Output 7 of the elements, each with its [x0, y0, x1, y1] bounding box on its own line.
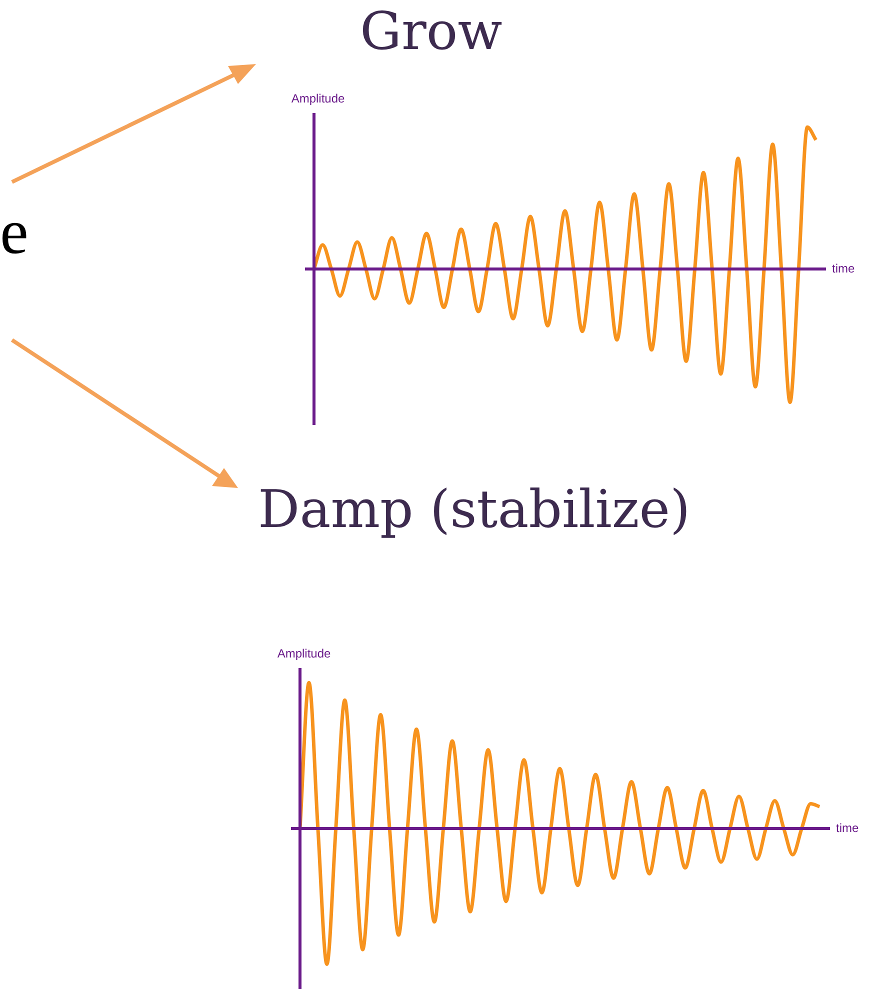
text: e [0, 195, 28, 269]
x-axis-title: time [832, 261, 855, 276]
chart-title: Grow [360, 2, 502, 62]
x-axis-title: time [836, 820, 859, 835]
chart-title: Damp (stabilize) [258, 480, 690, 540]
y-axis-title: Amplitude [291, 91, 345, 106]
y-axis-title: Amplitude [277, 646, 331, 660]
